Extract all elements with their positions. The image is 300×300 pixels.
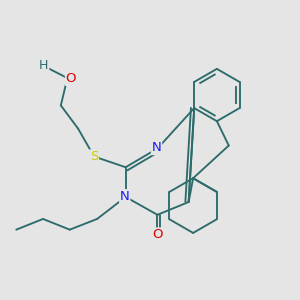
Text: O: O (152, 228, 163, 241)
Text: O: O (66, 72, 76, 85)
Text: N: N (152, 141, 161, 154)
Text: H: H (39, 59, 49, 72)
Text: S: S (90, 150, 98, 163)
Text: N: N (120, 190, 130, 203)
